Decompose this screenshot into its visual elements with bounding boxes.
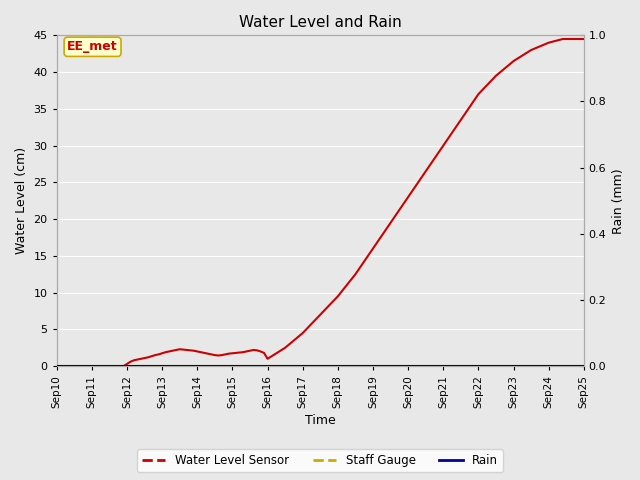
Legend: Water Level Sensor, Staff Gauge, Rain: Water Level Sensor, Staff Gauge, Rain bbox=[137, 449, 503, 472]
X-axis label: Time: Time bbox=[305, 414, 335, 427]
Text: EE_met: EE_met bbox=[67, 40, 118, 53]
Y-axis label: Rain (mm): Rain (mm) bbox=[612, 168, 625, 234]
Y-axis label: Water Level (cm): Water Level (cm) bbox=[15, 147, 28, 254]
Title: Water Level and Rain: Water Level and Rain bbox=[239, 15, 402, 30]
